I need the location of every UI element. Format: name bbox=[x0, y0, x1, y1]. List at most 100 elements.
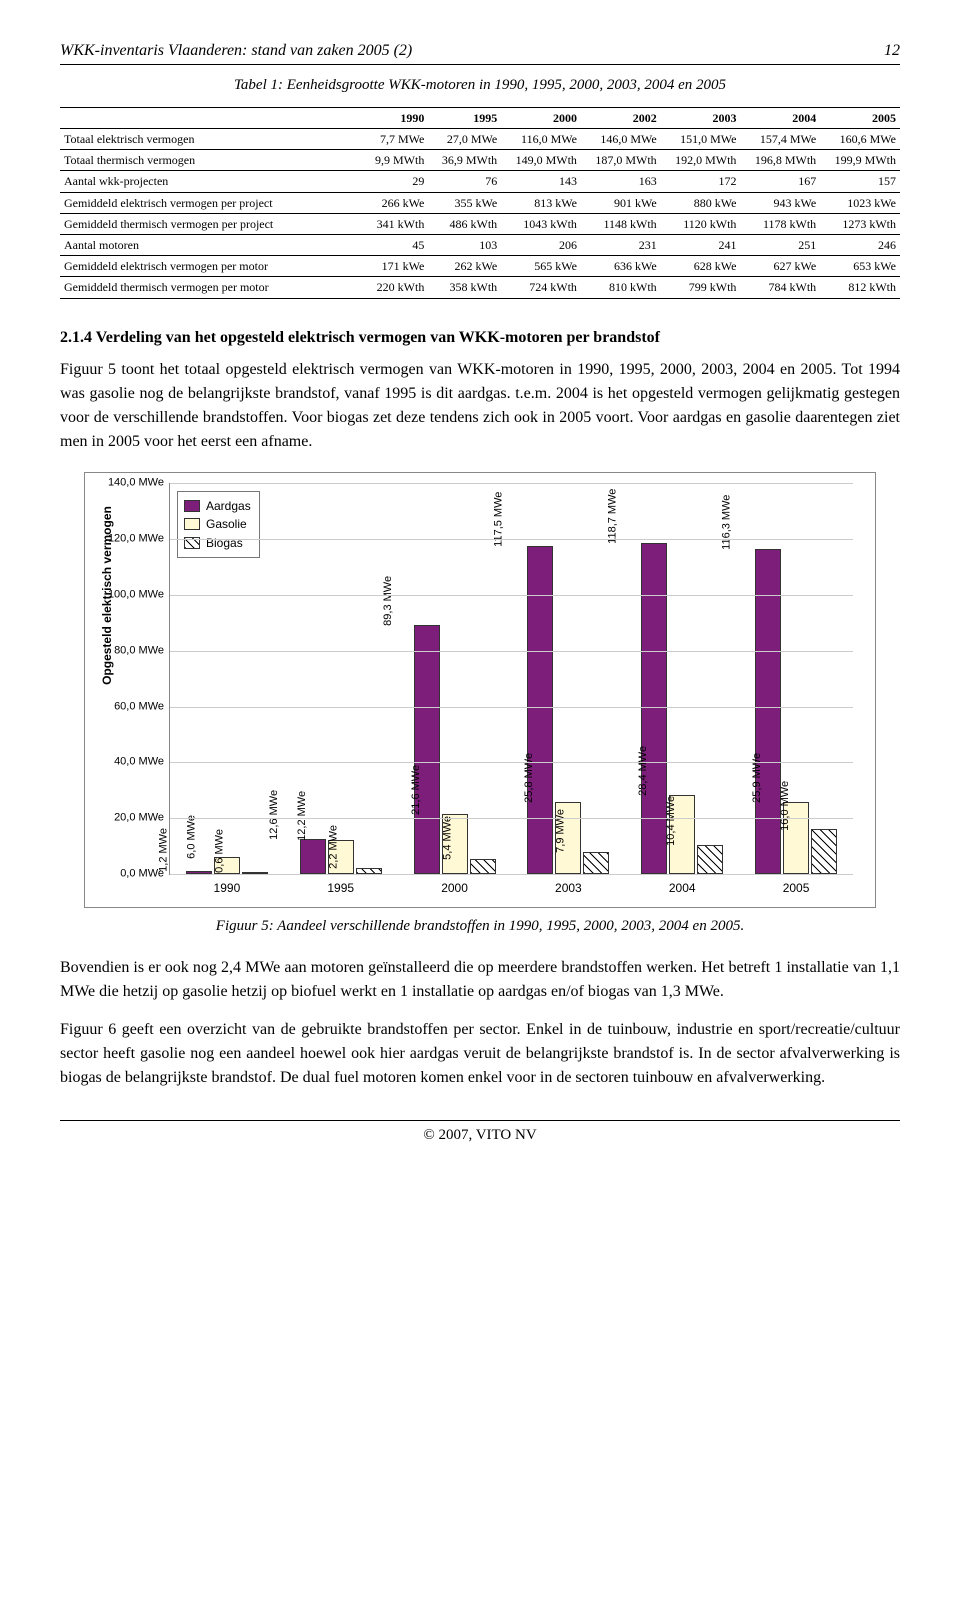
y-tick-label: 40,0 MWe bbox=[100, 755, 164, 770]
table-header bbox=[60, 107, 362, 128]
paragraph-1: Figuur 5 toont het totaal opgesteld elek… bbox=[60, 358, 900, 454]
table-header: 2005 bbox=[820, 107, 900, 128]
table-cell: 157 bbox=[820, 171, 900, 192]
bar-value-label: 12,6 MWe bbox=[267, 790, 282, 840]
paragraph-2: Bovendien is er ook nog 2,4 MWe aan moto… bbox=[60, 956, 900, 1004]
table-cell: 943 kWe bbox=[740, 192, 820, 213]
bar-group: 116,3 MWe25,9 MWe16,0 MWe2005 bbox=[739, 483, 853, 874]
bar-value-label: 25,9 MWe bbox=[750, 753, 765, 803]
table-cell: 880 kWe bbox=[661, 192, 741, 213]
header-title: WKK-inventaris Vlaanderen: stand van zak… bbox=[60, 40, 412, 62]
bar-value-label: 7,9 MWe bbox=[554, 809, 569, 853]
table-cell: 812 kWth bbox=[820, 277, 900, 298]
table-cell: 784 kWth bbox=[740, 277, 820, 298]
category-label: 2000 bbox=[441, 880, 468, 896]
y-tick-label: 20,0 MWe bbox=[100, 811, 164, 826]
table-header: 1995 bbox=[428, 107, 501, 128]
table-header: 2004 bbox=[740, 107, 820, 128]
table-cell: 7,7 MWe bbox=[362, 129, 428, 150]
y-tick-label: 100,0 MWe bbox=[100, 587, 164, 602]
grid-line bbox=[170, 818, 853, 819]
table-row: Gemiddeld thermisch vermogen per project… bbox=[60, 213, 900, 234]
table-cell: 1178 kWth bbox=[740, 213, 820, 234]
bar-group: 12,6 MWe12,2 MWe2,2 MWe1995 bbox=[284, 483, 398, 874]
table-cell: 1120 kWth bbox=[661, 213, 741, 234]
table-cell: 29 bbox=[362, 171, 428, 192]
page-footer: © 2007, VITO NV bbox=[60, 1120, 900, 1145]
row-label: Aantal wkk-projecten bbox=[60, 171, 362, 192]
table-cell: 36,9 MWth bbox=[428, 150, 501, 171]
bar: 116,3 MWe bbox=[755, 549, 781, 874]
table-caption: Tabel 1: Eenheidsgrootte WKK-motoren in … bbox=[60, 75, 900, 95]
table-cell: 143 bbox=[501, 171, 581, 192]
table-cell: 172 bbox=[661, 171, 741, 192]
table-cell: 241 bbox=[661, 234, 741, 255]
bar-value-label: 28,4 MWe bbox=[636, 746, 651, 796]
table-cell: 27,0 MWe bbox=[428, 129, 501, 150]
table-cell: 358 kWth bbox=[428, 277, 501, 298]
row-label: Gemiddeld thermisch vermogen per motor bbox=[60, 277, 362, 298]
y-tick-label: 60,0 MWe bbox=[100, 699, 164, 714]
category-label: 2004 bbox=[669, 880, 696, 896]
table-cell: 151,0 MWe bbox=[661, 129, 741, 150]
bar-value-label: 2,2 MWe bbox=[326, 825, 341, 869]
row-label: Totaal elektrisch vermogen bbox=[60, 129, 362, 150]
table-cell: 262 kWe bbox=[428, 256, 501, 277]
bar-value-label: 21,6 MWe bbox=[409, 765, 424, 815]
table-cell: 724 kWth bbox=[501, 277, 581, 298]
table-cell: 1023 kWe bbox=[820, 192, 900, 213]
category-label: 1995 bbox=[327, 880, 354, 896]
table-cell: 901 kWe bbox=[581, 192, 661, 213]
table-row: Gemiddeld thermisch vermogen per motor22… bbox=[60, 277, 900, 298]
table-cell: 627 kWe bbox=[740, 256, 820, 277]
bar: 12,6 MWe bbox=[300, 839, 326, 874]
table-cell: 103 bbox=[428, 234, 501, 255]
bar-value-label: 10,4 MWe bbox=[664, 796, 679, 846]
table-row: Totaal elektrisch vermogen7,7 MWe27,0 MW… bbox=[60, 129, 900, 150]
grid-line bbox=[170, 707, 853, 708]
chart-plot: 1,2 MWe6,0 MWe0,6 MWe199012,6 MWe12,2 MW… bbox=[169, 483, 853, 875]
grid-line bbox=[170, 539, 853, 540]
table-row: Aantal wkk-projecten2976143163172167157 bbox=[60, 171, 900, 192]
table-cell: 486 kWth bbox=[428, 213, 501, 234]
bar: 16,0 MWe bbox=[811, 829, 837, 874]
y-tick-label: 120,0 MWe bbox=[100, 532, 164, 547]
table-cell: 246 bbox=[820, 234, 900, 255]
bar-value-label: 118,7 MWe bbox=[606, 488, 621, 543]
grid-line bbox=[170, 483, 853, 484]
table-cell: 76 bbox=[428, 171, 501, 192]
bar-value-label: 1,2 MWe bbox=[156, 828, 171, 872]
data-table: 1990199520002002200320042005 Totaal elek… bbox=[60, 107, 900, 299]
table-cell: 628 kWe bbox=[661, 256, 741, 277]
table-cell: 146,0 MWe bbox=[581, 129, 661, 150]
bar-value-label: 5,4 MWe bbox=[440, 816, 455, 860]
table-cell: 565 kWe bbox=[501, 256, 581, 277]
page-header: WKK-inventaris Vlaanderen: stand van zak… bbox=[60, 40, 900, 65]
table-cell: 167 bbox=[740, 171, 820, 192]
table-cell: 813 kWe bbox=[501, 192, 581, 213]
header-page: 12 bbox=[884, 40, 900, 62]
table-cell: 163 bbox=[581, 171, 661, 192]
bar-value-label: 6,0 MWe bbox=[184, 815, 199, 859]
figure-caption: Figuur 5: Aandeel verschillende brandsto… bbox=[60, 916, 900, 936]
table-header: 2000 bbox=[501, 107, 581, 128]
table-cell: 653 kWe bbox=[820, 256, 900, 277]
table-cell: 1043 kWth bbox=[501, 213, 581, 234]
table-cell: 116,0 MWe bbox=[501, 129, 581, 150]
bar-value-label: 12,2 MWe bbox=[295, 791, 310, 841]
section-heading: 2.1.4 Verdeling van het opgesteld elektr… bbox=[60, 327, 900, 349]
table-row: Gemiddeld elektrisch vermogen per projec… bbox=[60, 192, 900, 213]
table-header: 2003 bbox=[661, 107, 741, 128]
row-label: Gemiddeld thermisch vermogen per project bbox=[60, 213, 362, 234]
bar-value-label: 89,3 MWe bbox=[381, 576, 396, 626]
row-label: Aantal motoren bbox=[60, 234, 362, 255]
bar: 7,9 MWe bbox=[583, 852, 609, 874]
chart: AardgasGasolieBiogas Opgesteld elektrisc… bbox=[97, 483, 863, 903]
row-label: Gemiddeld elektrisch vermogen per motor bbox=[60, 256, 362, 277]
bar-value-label: 25,8 MWe bbox=[523, 753, 538, 803]
table-cell: 9,9 MWth bbox=[362, 150, 428, 171]
y-tick-label: 80,0 MWe bbox=[100, 643, 164, 658]
bar: 10,4 MWe bbox=[697, 845, 723, 874]
chart-frame: AardgasGasolieBiogas Opgesteld elektrisc… bbox=[84, 472, 876, 908]
bar: 89,3 MWe bbox=[414, 625, 440, 874]
